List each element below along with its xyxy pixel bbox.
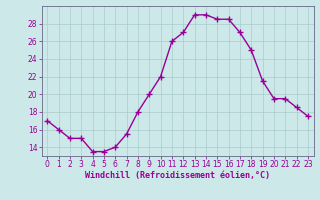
X-axis label: Windchill (Refroidissement éolien,°C): Windchill (Refroidissement éolien,°C): [85, 171, 270, 180]
